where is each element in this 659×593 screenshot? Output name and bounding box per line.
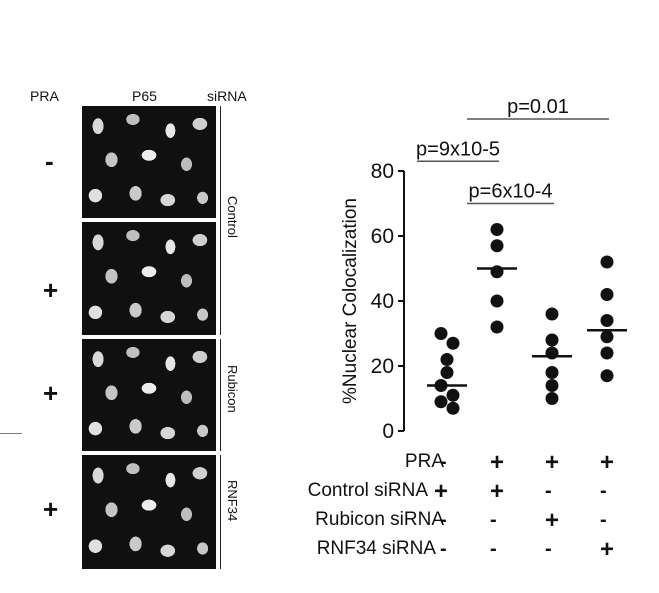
data-point [490, 265, 504, 279]
data-point [545, 366, 559, 379]
condition-label: Control siRNA [307, 480, 428, 501]
condition-sign: - [440, 538, 447, 560]
p-value-label: p=0.01 [507, 96, 569, 118]
data-point [545, 307, 559, 321]
row-sign: + [43, 378, 59, 408]
row-sign: + [43, 275, 59, 305]
data-point [545, 346, 559, 360]
condition-sign: + [545, 507, 560, 534]
condition-sign: - [600, 509, 607, 531]
condition-sign: - [490, 509, 497, 531]
p-value-label: p=9x10-5 [416, 138, 500, 160]
data-point [440, 366, 454, 379]
condition-sign: + [600, 449, 615, 476]
micrograph-panel [82, 455, 216, 569]
data-point [434, 327, 448, 340]
col-header-knockdown: siRNA [207, 88, 247, 104]
data-point [600, 314, 614, 327]
data-point [600, 255, 614, 269]
condition-sign: - [545, 480, 552, 502]
data-point [446, 401, 460, 415]
row-sign: + [43, 494, 59, 524]
condition-sign: + [545, 449, 560, 476]
condition-sign: + [490, 449, 505, 476]
data-point [490, 320, 504, 334]
data-point [600, 346, 614, 360]
stray-tick [0, 433, 22, 434]
row-sign: - [45, 146, 54, 176]
micrograph-panel [82, 222, 216, 335]
condition-sign: + [600, 536, 615, 563]
y-tick-label: 20 [371, 355, 394, 378]
condition-sign: - [440, 451, 447, 473]
data-point [600, 288, 614, 301]
data-point [545, 379, 559, 392]
micrograph-panel [82, 106, 216, 218]
data-point [434, 395, 448, 409]
data-point [600, 369, 614, 383]
condition-sign: + [490, 478, 505, 505]
condition-sign: - [440, 509, 447, 531]
condition-sign: - [600, 480, 607, 502]
condition-label: Rubicon siRNA [315, 509, 444, 530]
y-axis-label: %Nuclear Colocalization [340, 198, 361, 404]
data-point [545, 392, 559, 405]
data-point [490, 239, 504, 253]
col-header-stain: P65 [132, 88, 157, 104]
y-tick-label: 60 [371, 225, 394, 248]
p-value-label: p=6x10-4 [469, 181, 553, 203]
condition-label: PRA [404, 451, 444, 472]
micrograph-panel [82, 339, 216, 451]
condition-sign: - [490, 538, 497, 560]
group-bracket-line [220, 106, 221, 335]
group-bracket-line [220, 455, 221, 569]
data-point [446, 388, 460, 402]
condition-label: RNF34 siRNA [316, 538, 436, 559]
data-point [490, 294, 504, 308]
data-point [490, 223, 504, 236]
y-tick-label: 40 [371, 290, 394, 313]
col-header-treatment: PRA [30, 88, 59, 104]
data-point [545, 333, 559, 347]
data-point [600, 330, 614, 344]
data-point [440, 353, 454, 366]
condition-sign: - [545, 538, 552, 560]
y-tick-label: 80 [371, 160, 394, 183]
condition-sign: + [434, 478, 449, 505]
group-bracket-line [220, 339, 221, 451]
data-point [446, 336, 460, 350]
y-tick-label: 0 [382, 420, 394, 443]
